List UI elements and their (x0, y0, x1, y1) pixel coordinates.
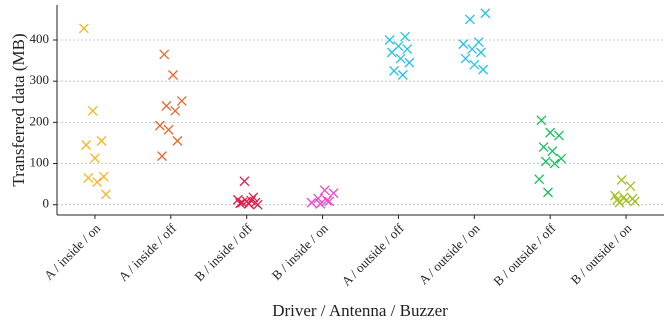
point (460, 53, 471, 64)
point (239, 176, 250, 187)
point (469, 59, 480, 70)
point (389, 65, 399, 76)
point (170, 105, 181, 116)
point (163, 124, 174, 135)
x-axis-title: Driver / Antenna / Buzzer (272, 301, 448, 320)
point (92, 177, 103, 188)
point (172, 135, 183, 146)
point (404, 57, 415, 68)
point (78, 23, 89, 34)
x-tick-label: A / inside / on (41, 220, 104, 283)
point (322, 195, 332, 206)
point (161, 100, 172, 111)
x-tick-label: B / outside / off (490, 220, 559, 289)
point (306, 197, 317, 208)
point (540, 156, 551, 167)
point (402, 44, 413, 55)
point (547, 146, 558, 157)
point (246, 195, 257, 206)
point (252, 199, 263, 210)
point (478, 64, 489, 75)
point (621, 195, 632, 206)
point (87, 105, 98, 116)
point (81, 140, 92, 150)
point (395, 53, 406, 64)
point (168, 70, 178, 80)
point (397, 70, 408, 80)
point (480, 8, 491, 19)
point (154, 120, 165, 131)
x-tick-label: A / outside / on (416, 220, 483, 287)
y-tick-label: 300 (30, 72, 50, 87)
point (475, 47, 486, 58)
point (556, 153, 567, 164)
y-tick-label: 100 (30, 155, 50, 170)
point (467, 44, 478, 55)
point (237, 197, 248, 208)
y-tick-label: 400 (30, 31, 50, 46)
point (96, 135, 107, 146)
point (629, 196, 640, 207)
y-tick-label: 200 (30, 113, 50, 128)
x-tick-label: B / outside / on (568, 220, 635, 287)
point (100, 189, 111, 200)
x-tick-label: A / outside / off (339, 220, 408, 289)
point (324, 196, 335, 207)
x-tick-label: B / inside / on (269, 220, 332, 283)
point (319, 185, 330, 196)
point (384, 35, 395, 45)
point (313, 193, 324, 204)
point (176, 95, 187, 106)
point (625, 181, 636, 192)
point (534, 174, 545, 185)
point (614, 197, 625, 208)
point (554, 130, 564, 141)
point (458, 39, 469, 50)
point (616, 175, 627, 185)
point (159, 49, 170, 60)
point (83, 172, 94, 183)
point (549, 158, 560, 169)
point (235, 198, 246, 209)
point (315, 198, 326, 209)
point (536, 115, 547, 126)
x-tick-label: A / inside / off (115, 220, 179, 284)
point (157, 151, 167, 162)
y-axis-title: Transferred data (MB) (9, 33, 28, 186)
point (464, 14, 475, 25)
point (538, 142, 549, 153)
point (386, 47, 397, 58)
y-tick-label: 0 (43, 196, 50, 211)
point (543, 187, 553, 198)
point (545, 127, 556, 138)
point (89, 153, 100, 164)
point (400, 31, 410, 42)
x-tick-label: B / inside / off (191, 220, 255, 284)
point (98, 171, 109, 182)
